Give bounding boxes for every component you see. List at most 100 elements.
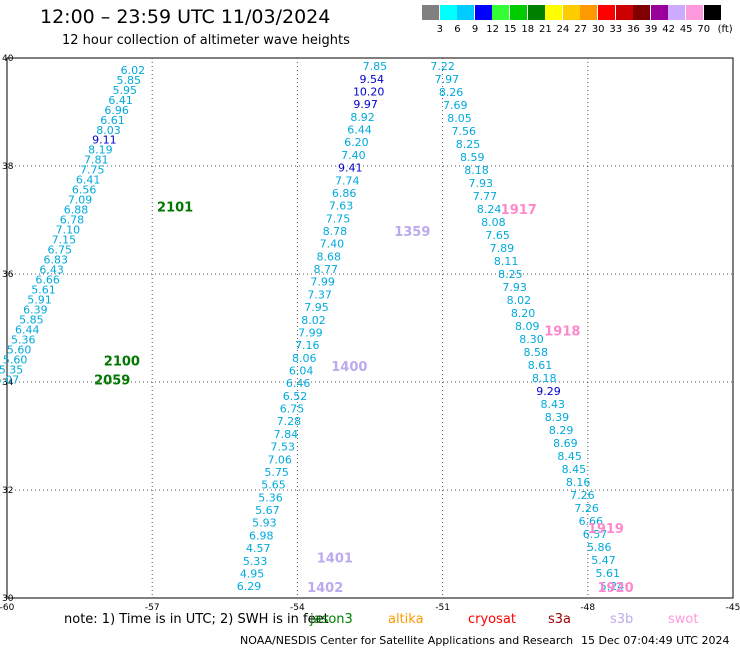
wave-height-label: 8.03 (96, 124, 121, 137)
wave-height-label: 6.57 (583, 528, 608, 541)
wave-height-label: 6.44 (347, 124, 372, 137)
colorbar-label: 21 (539, 24, 552, 35)
colorbar-label: 30 (591, 24, 605, 35)
colorbar-swatch (510, 5, 527, 20)
wave-height-label: 7.40 (341, 149, 366, 162)
wave-height-label: 7.28 (277, 415, 302, 428)
colorbar-label: 33 (609, 24, 623, 35)
footnote: note: 1) Time is in UTC; 2) SWH is in fe… (64, 612, 329, 627)
wave-height-label: 6.98 (249, 529, 274, 542)
wave-height-label: 8.25 (456, 138, 481, 151)
colorbar-label: 42 (662, 24, 675, 35)
wave-height-label: 5.47 (591, 554, 616, 567)
wave-height-label: 6.20 (344, 136, 369, 149)
time-label: 1402 (307, 581, 343, 596)
time-label: 2101 (157, 201, 193, 216)
credit-text: NOAA/NESDIS Center for Satellite Applica… (240, 634, 574, 647)
track-swot: 7.227.978.267.698.057.568.258.598.187.93… (430, 60, 633, 596)
axis-ticks: -60 -57 -54 -51 -48 -45 30 32 34 36 38 40 (0, 54, 740, 613)
wave-height-label: 6.29 (237, 580, 262, 593)
wave-height-label: 5.95 (112, 84, 137, 97)
colorbar-label: 18 (521, 24, 535, 35)
colorbar-swatch (650, 5, 668, 20)
wave-height-label: 5.65 (261, 479, 286, 492)
lon-tick-label: -60 (0, 603, 15, 613)
wave-height-label: 9.97 (353, 98, 378, 111)
map-title: 12:00 – 23:59 UTC 11/03/2024 (40, 6, 331, 28)
colorbar-swatch (562, 5, 580, 20)
time-label: 1359 (394, 225, 430, 240)
wave-height-label: 9.41 (338, 162, 363, 175)
wave-height-label: 7.26 (574, 502, 599, 515)
wave-height-label: 7.95 (304, 301, 329, 314)
colorbar-label: 27 (574, 24, 587, 35)
wave-height-label: 8.68 (317, 250, 342, 263)
wave-height-label: 7.09 (68, 194, 93, 207)
wave-height-label: 8.43 (540, 398, 565, 411)
colorbar-swatch (457, 5, 475, 20)
wave-height-label: 5.61 (596, 567, 621, 580)
wave-height-label: 8.25 (498, 268, 523, 281)
wave-height-label: 7.22 (430, 60, 455, 73)
wave-height-label: 8.39 (545, 411, 570, 424)
colorbar-swatch (633, 5, 651, 20)
lon-tick-label: -51 (435, 603, 450, 613)
wave-height-label: 8.02 (301, 314, 326, 327)
colorbar-swatch (545, 5, 563, 20)
wave-height-label: 9.11 (92, 134, 117, 147)
colorbar-swatch (492, 5, 510, 20)
wave-height-label: 4.57 (246, 542, 271, 555)
time-label: 1920 (597, 581, 633, 596)
wave-height-label: 7.40 (320, 238, 345, 251)
wave-height-label: 8.06 (292, 352, 317, 365)
lat-tick-label: 32 (2, 486, 13, 496)
wave-height-label: 6.86 (332, 187, 357, 200)
wave-height-label: 7.89 (490, 242, 515, 255)
satellite-tracks: 6.025.855.956.416.966.618.039.118.197.81… (0, 60, 634, 596)
colorbar-swatch (474, 5, 492, 20)
satellite-legend-cryosat: cryosat (468, 612, 516, 627)
colorbar-label: 24 (556, 24, 570, 35)
wave-height-label: 7.65 (485, 229, 510, 242)
colorbar-swatch (703, 5, 721, 20)
wave-height-label: 7.37 (307, 288, 332, 301)
wave-height-label: 7.63 (329, 200, 354, 213)
colorbar-swatch (615, 5, 633, 20)
wave-height-label: 6.66 (35, 273, 60, 286)
track-s3b: 7.859.5410.209.978.926.446.207.409.417.7… (237, 60, 431, 596)
colorbar-label: 39 (644, 24, 658, 35)
wave-height-label: 7.97 (435, 73, 460, 86)
lon-tick-label: -57 (145, 603, 160, 613)
wave-height-label: 7.85 (363, 60, 388, 73)
wave-height-label: 6.46 (286, 377, 311, 390)
wave-height-label: 8.08 (481, 216, 506, 229)
wave-height-label: 10.20 (353, 85, 385, 98)
colorbar-swatch (439, 5, 457, 20)
colorbar-swatch (686, 5, 703, 20)
wave-height-label: 7.16 (295, 339, 320, 352)
generated-timestamp: 15 Dec 07:04:49 UTC 2024 (581, 634, 730, 647)
wave-height-label: 7.15 (52, 234, 77, 247)
wave-height-label: 8.09 (515, 320, 540, 333)
wave-height-label: 8.18 (464, 164, 489, 177)
wave-height-label: 6.43 (39, 264, 64, 277)
wave-height-label: 8.24 (477, 203, 502, 216)
wave-height-label: 5.33 (243, 555, 268, 568)
colorbar-label: 36 (627, 24, 640, 35)
lat-tick-label: 34 (2, 378, 14, 388)
wave-height-label: 5.36 (11, 333, 36, 346)
wave-height-label: 7.06 (267, 453, 292, 466)
wave-height-label: 6.75 (48, 244, 73, 257)
wave-height-label: 8.20 (511, 307, 536, 320)
lon-tick-label: -54 (290, 603, 305, 613)
colorbar-label: 6 (454, 24, 461, 35)
lat-tick-label: 38 (2, 162, 14, 172)
wave-height-label: 7.74 (335, 174, 360, 187)
time-label: 2059 (94, 373, 130, 388)
lat-tick-label: 36 (2, 270, 14, 280)
wave-height-label: 6.04 (289, 365, 314, 378)
wave-height-label: 8.61 (528, 359, 553, 372)
lon-tick-label: -45 (726, 603, 740, 613)
wave-height-label: 8.69 (553, 437, 578, 450)
